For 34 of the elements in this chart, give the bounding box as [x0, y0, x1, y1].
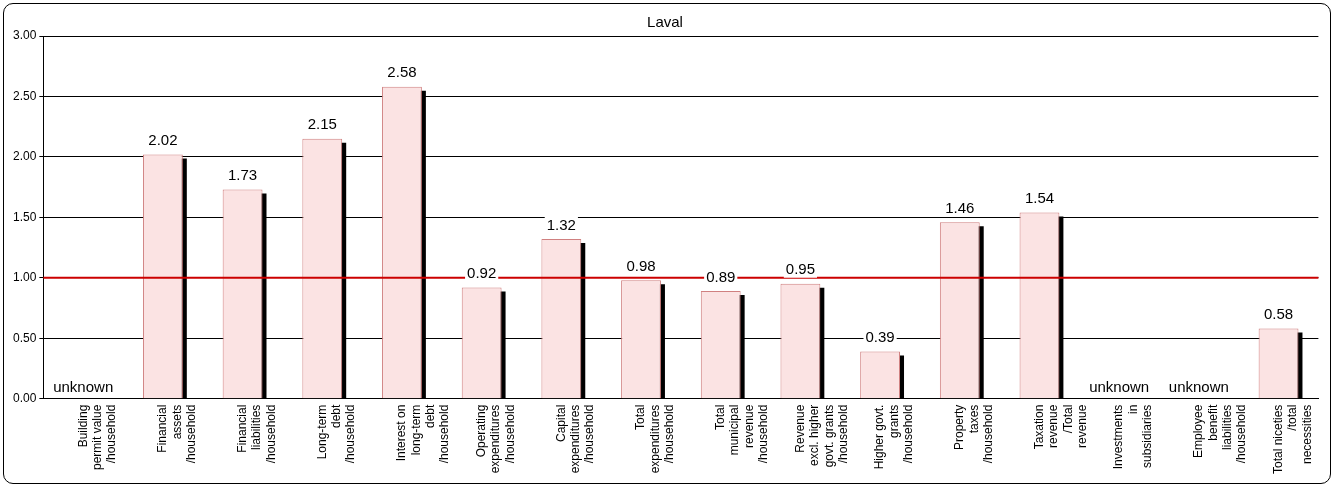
- data-label: 1.32: [546, 215, 576, 233]
- data-label: 1.73: [227, 166, 258, 184]
- data-label: 2.58: [387, 63, 417, 81]
- data-label: 0.92: [467, 264, 497, 282]
- data-label: 0.98: [626, 256, 656, 274]
- data-label: 1.54: [1024, 189, 1055, 207]
- x-tick-label: Capital expenditures /household: [553, 404, 597, 474]
- y-tick-label: 2.50: [13, 88, 37, 103]
- x-tick-label: Property taxes /household: [952, 404, 995, 464]
- y-tick-label: 1.00: [13, 270, 37, 285]
- text: unknown: [1089, 378, 1150, 396]
- data-label: 0.89: [706, 267, 736, 285]
- x-tick-label: Taxation revenue /Total revenue: [1031, 404, 1089, 450]
- y-tick-label: 2.00: [13, 149, 37, 164]
- text: unknown: [53, 378, 114, 396]
- x-tick-label: Financial assets /household: [155, 404, 198, 464]
- data-label: 0.39: [865, 328, 895, 346]
- chart-title: Laval: [647, 13, 683, 31]
- x-tick-label: Financial liabilities /household: [234, 404, 278, 464]
- y-tick-label: 0.00: [13, 390, 37, 405]
- text: unknown: [1168, 378, 1229, 396]
- y-tick-label: 1.50: [13, 209, 37, 224]
- data-label: 0.95: [785, 260, 816, 278]
- x-tick-label: Long-term debt /household: [314, 403, 358, 464]
- data-label: 1.46: [945, 198, 975, 216]
- data-label: 2.02: [148, 131, 178, 149]
- x-tick-label: Total municipal revenue /household: [713, 404, 771, 464]
- y-tick-label: 0.50: [13, 330, 37, 345]
- data-label: 2.15: [307, 115, 337, 133]
- data-label: 0.58: [1263, 305, 1294, 323]
- y-tick-label: 3.00: [13, 28, 37, 43]
- x-tick-label: Interest on long-term debt /household: [394, 403, 452, 464]
- x-tick-label: Total expenditures /household: [633, 404, 677, 474]
- x-tick-label: Building permit value /household: [75, 404, 119, 471]
